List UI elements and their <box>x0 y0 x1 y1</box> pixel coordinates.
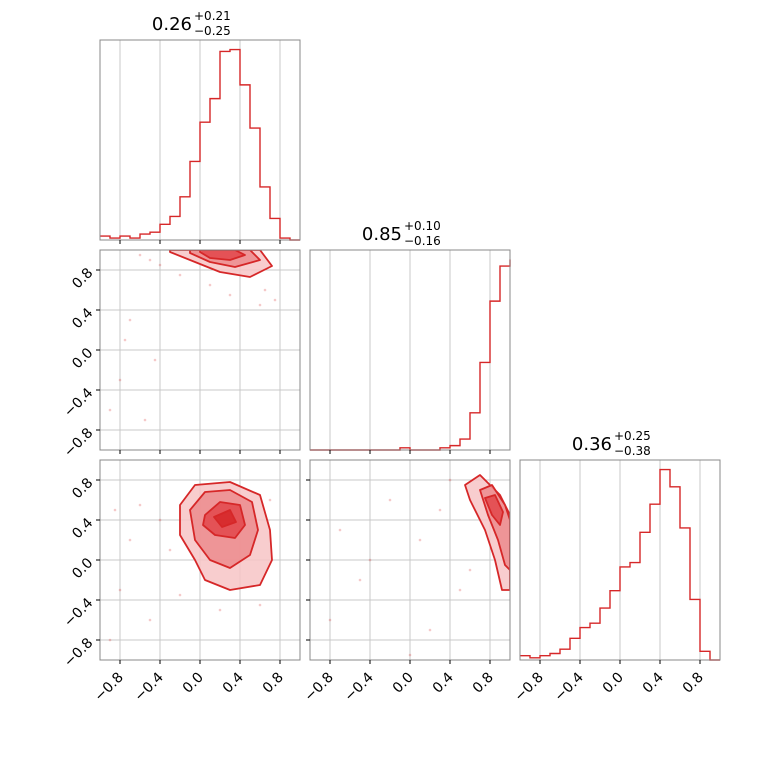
histogram-step <box>520 468 720 661</box>
scatter-point <box>268 498 272 502</box>
scatter-point <box>263 288 267 292</box>
y-tick-label: 0.0 <box>69 345 96 372</box>
y-tick-label: 0.4 <box>69 305 96 332</box>
scatter-point <box>328 618 332 622</box>
contour-panel-2-0: −0.8 −0.4 0.0 0.4 0.8−0.8−0.40.00.40.8 <box>61 459 301 705</box>
scatter-point <box>153 358 157 362</box>
y-tick-label: 0.8 <box>69 475 96 502</box>
scatter-point <box>218 608 222 612</box>
panel-title-plus: +0.10 <box>404 219 441 233</box>
hist-panel-1: 0.85 +0.10−0.16 <box>309 219 511 454</box>
scatter-point <box>158 263 162 267</box>
scatter-point <box>158 518 162 522</box>
panel-title-minus: −0.16 <box>404 234 441 248</box>
x-tick-label: 0.8 <box>680 670 707 697</box>
scatter-point <box>448 478 452 482</box>
x-tick-label: 0.4 <box>640 669 667 696</box>
scatter-point <box>143 418 147 422</box>
scatter-point <box>113 508 117 512</box>
contour-panel-2-1: −0.8 −0.4 0.0 0.4 0.8 <box>301 459 511 705</box>
scatter-point <box>438 508 442 512</box>
y-tick-label: 0.0 <box>69 555 96 582</box>
scatter-point <box>418 538 422 542</box>
y-tick-label: −0.8 <box>61 635 96 670</box>
hist-panel-0: 0.26 +0.21−0.25 <box>99 9 301 244</box>
x-tick-label: 0.4 <box>430 669 457 696</box>
panel-title-minus: −0.25 <box>194 24 231 38</box>
scatter-point <box>388 498 392 502</box>
panel-title-median: 0.36 <box>572 434 612 455</box>
panel-content <box>328 474 510 657</box>
contour-level-3 <box>484 494 504 526</box>
panel-content <box>108 481 273 642</box>
x-tick-label: 0.0 <box>390 670 417 697</box>
x-tick-label: 0.4 <box>220 669 247 696</box>
x-tick-label: 0.8 <box>470 670 497 697</box>
scatter-point <box>168 548 172 552</box>
y-tick-label: 0.4 <box>69 515 96 542</box>
x-tick-label: −0.8 <box>511 670 546 705</box>
y-tick-label: −0.8 <box>61 425 96 460</box>
x-tick-label: −0.8 <box>91 670 126 705</box>
scatter-point <box>208 283 212 287</box>
scatter-point <box>118 378 122 382</box>
contour-panel-1-0: −0.8 −0.4 0.0 0.4 0.8 <box>61 249 301 460</box>
x-tick-label: 0.0 <box>180 670 207 697</box>
scatter-point <box>338 528 342 532</box>
x-tick-label: −0.4 <box>551 669 586 704</box>
scatter-point <box>178 593 182 597</box>
panel-title-median: 0.26 <box>152 14 192 35</box>
scatter-point <box>468 568 472 572</box>
scatter-point <box>258 303 262 307</box>
scatter-point <box>108 408 112 412</box>
x-tick-label: −0.4 <box>131 669 166 704</box>
scatter-point <box>148 258 152 262</box>
x-tick-label: −0.4 <box>341 669 376 704</box>
scatter-point <box>273 298 277 302</box>
scatter-point <box>428 628 432 632</box>
panel-title-median: 0.85 <box>362 224 402 245</box>
contour-level-3 <box>199 250 246 261</box>
scatter-point <box>118 588 122 592</box>
scatter-point <box>108 638 112 642</box>
scatter-point <box>123 338 127 342</box>
x-tick-label: 0.0 <box>600 670 627 697</box>
scatter-point <box>408 653 412 657</box>
panel-title-minus: −0.38 <box>614 444 651 458</box>
scatter-point <box>358 578 362 582</box>
y-tick-label: −0.4 <box>61 595 96 630</box>
scatter-point <box>228 293 232 297</box>
scatter-point <box>138 253 142 257</box>
x-tick-label: 0.8 <box>260 670 287 697</box>
panel-title-plus: +0.25 <box>614 429 651 443</box>
scatter-point <box>458 588 462 592</box>
y-tick-label: 0.8 <box>69 265 96 292</box>
scatter-point <box>368 558 372 562</box>
scatter-point <box>178 273 182 277</box>
panel-content <box>108 250 277 422</box>
panel-title-plus: +0.21 <box>194 9 231 23</box>
y-tick-label: −0.4 <box>61 385 96 420</box>
contour-level-4 <box>213 509 237 528</box>
x-tick-label: −0.8 <box>301 670 336 705</box>
histogram-step <box>100 48 300 241</box>
scatter-point <box>138 503 142 507</box>
scatter-point <box>128 318 132 322</box>
hist-panel-2: 0.36 +0.25−0.38 −0.8 −0.4 0.0 0.4 0.8 <box>511 429 721 705</box>
scatter-point <box>128 538 132 542</box>
scatter-point <box>148 618 152 622</box>
scatter-point <box>258 603 262 607</box>
